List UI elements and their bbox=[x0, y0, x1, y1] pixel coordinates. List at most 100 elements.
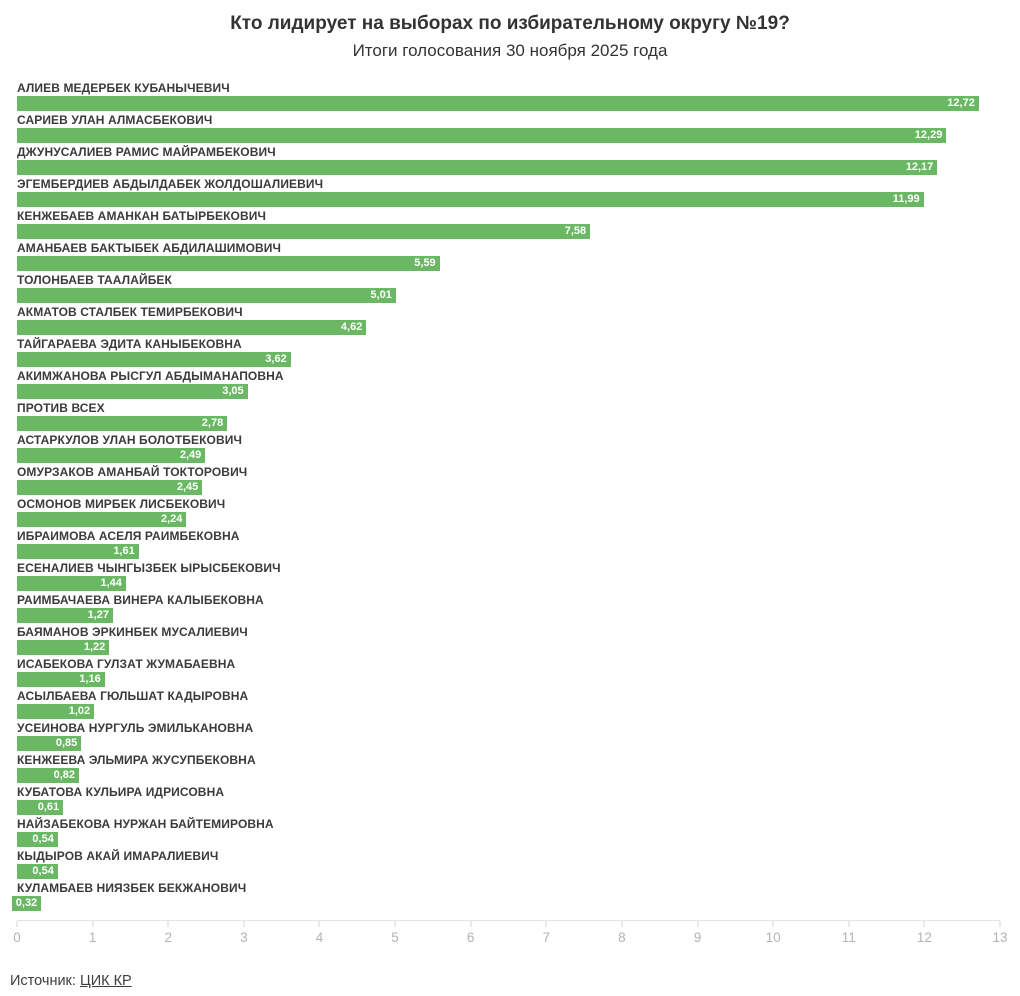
bar-track: 2,24 bbox=[17, 512, 1000, 527]
axis-tick-label: 3 bbox=[240, 930, 248, 945]
axis-tick bbox=[167, 921, 169, 927]
candidate-name-label: ИСАБЕКОВА ГУЛЗАТ ЖУМАБАЕВНА bbox=[17, 657, 236, 671]
bar-row: КУЛАМБАЕВ НИЯЗБЕК БЕКЖАНОВИЧ 0,32 bbox=[11, 881, 1000, 911]
bar-track: 7,58 bbox=[17, 224, 1000, 239]
bar-row: КЕНЖЕЕВА ЭЛЬМИРА ЖУСУПБЕКОВНА 0,82 bbox=[17, 754, 1000, 783]
bar-value-label: 2,24 bbox=[156, 512, 187, 527]
bar-track: 1,44 bbox=[17, 576, 1000, 591]
bar-track: 1,22 bbox=[17, 640, 1000, 655]
bar-value-label: 4,62 bbox=[336, 320, 367, 335]
bar[interactable]: 11,99 bbox=[17, 192, 924, 207]
bar-track: 4,62 bbox=[17, 320, 1000, 335]
source-label: Источник: bbox=[10, 973, 76, 989]
bar[interactable]: 0,32 bbox=[11, 896, 42, 911]
bar-track: 3,62 bbox=[17, 352, 1000, 367]
bar-track: 0,85 bbox=[17, 736, 1000, 751]
bar-value-label: 1,16 bbox=[75, 672, 105, 687]
candidate-name-label: ОМУРЗАКОВ АМАНБАЙ ТОКТОРОВИЧ bbox=[17, 465, 248, 479]
candidate-name-label: ЕСЕНАЛИЕВ ЧЫНГЫЗБЕК ЫРЫСБЕКОВИЧ bbox=[17, 561, 281, 575]
bar[interactable]: 0,61 bbox=[17, 800, 64, 815]
bar-value-label: 5,01 bbox=[366, 288, 396, 303]
bar[interactable]: 3,05 bbox=[17, 384, 248, 399]
bar-value-label: 3,05 bbox=[218, 384, 248, 399]
chart-title: Кто лидирует на выборах по избирательном… bbox=[230, 13, 790, 34]
bar[interactable]: 1,27 bbox=[17, 608, 114, 623]
candidate-name-label: АЛИЕВ МЕДЕРБЕК КУБАНЫЧЕВИЧ bbox=[17, 81, 230, 95]
bar-row: ОСМОНОВ МИРБЕК ЛИСБЕКОВИЧ 2,24 bbox=[17, 498, 1000, 527]
candidate-name-label: БАЯМАНОВ ЭРКИНБЕК МУСАЛИЕВИЧ bbox=[17, 625, 248, 639]
bar-value-label: 0,85 bbox=[51, 736, 82, 751]
bar[interactable]: 5,59 bbox=[17, 256, 440, 271]
axis-tick-label: 2 bbox=[164, 930, 172, 945]
chart-header: Кто лидирует на выборах по избирательном… bbox=[0, 0, 1020, 61]
bar-track: 0,32 bbox=[11, 896, 1000, 911]
bar-value-label: 0,61 bbox=[33, 800, 64, 815]
bar[interactable]: 2,24 bbox=[17, 512, 187, 527]
bar[interactable]: 12,29 bbox=[17, 128, 947, 143]
bar-row: АКИМЖАНОВА РЫСГУЛ АБДЫМАНАПОВНА 3,05 bbox=[17, 370, 1000, 399]
bar[interactable]: 1,44 bbox=[17, 576, 126, 591]
axis-tick bbox=[318, 921, 320, 927]
bar[interactable]: 12,72 bbox=[17, 96, 979, 111]
candidate-name-label: АКМАТОВ СТАЛБЕК ТЕМИРБЕКОВИЧ bbox=[17, 305, 243, 319]
candidate-name-label: ТОЛОНБАЕВ ТААЛАЙБЕК bbox=[17, 273, 172, 287]
bar-track: 12,29 bbox=[17, 128, 1000, 143]
source-line: Источник: ЦИК КР bbox=[0, 973, 1020, 989]
axis-tick-label: 13 bbox=[992, 930, 1008, 945]
candidate-name-label: АСТАРКУЛОВ УЛАН БОЛОТБЕКОВИЧ bbox=[17, 433, 243, 447]
bar[interactable]: 5,01 bbox=[17, 288, 396, 303]
bar-value-label: 12,17 bbox=[901, 160, 938, 175]
bar[interactable]: 1,61 bbox=[17, 544, 139, 559]
source-link[interactable]: ЦИК КР bbox=[79, 973, 132, 989]
bar[interactable]: 2,49 bbox=[17, 448, 206, 463]
chart-subtitle: Итоги голосования 30 ноября 2025 года bbox=[352, 41, 668, 60]
bar-track: 0,82 bbox=[17, 768, 1000, 783]
candidate-name-label: КЫДЫРОВ АКАЙ ИМАРАЛИЕВИЧ bbox=[17, 849, 219, 863]
bar[interactable]: 4,62 bbox=[17, 320, 367, 335]
axis-tick bbox=[92, 921, 94, 927]
bar-value-label: 1,27 bbox=[83, 608, 114, 623]
x-axis: 0 1 2 3 4 5 6 7 8 9 10 11 12 13 bbox=[13, 920, 1008, 948]
bar-row: РАИМБАЧАЕВА ВИНЕРА КАЛЫБЕКОВНА 1,27 bbox=[17, 594, 1000, 623]
bar[interactable]: 0,85 bbox=[17, 736, 82, 751]
bar-row: ОМУРЗАКОВ АМАНБАЙ ТОКТОРОВИЧ 2,45 bbox=[17, 466, 1000, 495]
candidate-name-label: АСЫЛБАЕВА ГЮЛЬШАТ КАДЫРОВНА bbox=[17, 689, 249, 703]
axis-tick-label: 8 bbox=[618, 930, 626, 945]
bar-row: ТАЙГАРАЕВА ЭДИТА КАНЫБЕКОВНА 3,62 bbox=[17, 338, 1000, 367]
bar[interactable]: 12,17 bbox=[17, 160, 938, 175]
bar-value-label: 0,82 bbox=[49, 768, 79, 783]
bar-row: БАЯМАНОВ ЭРКИНБЕК МУСАЛИЕВИЧ 1,22 bbox=[17, 626, 1000, 655]
bar-row: КЕНЖЕБАЕВ АМАНКАН БАТЫРБЕКОВИЧ 7,58 bbox=[17, 210, 1000, 239]
candidate-name-label: ОСМОНОВ МИРБЕК ЛИСБЕКОВИЧ bbox=[17, 497, 226, 511]
bar[interactable]: 0,82 bbox=[17, 768, 79, 783]
candidate-name-label: УСЕИНОВА НУРГУЛЬ ЭМИЛЬКАНОВНА bbox=[17, 721, 254, 735]
bar-value-label: 1,44 bbox=[96, 576, 126, 591]
bar-value-label: 0,54 bbox=[28, 864, 58, 879]
bar-track: 11,99 bbox=[17, 192, 1000, 207]
bar[interactable]: 1,02 bbox=[17, 704, 95, 719]
bar[interactable]: 2,45 bbox=[17, 480, 203, 495]
candidate-name-label: АКИМЖАНОВА РЫСГУЛ АБДЫМАНАПОВНА bbox=[17, 369, 284, 383]
bar[interactable]: 0,54 bbox=[17, 864, 58, 879]
bar[interactable]: 2,78 bbox=[17, 416, 228, 431]
axis-tick bbox=[621, 921, 623, 927]
candidate-name-label: КУЛАМБАЕВ НИЯЗБЕК БЕКЖАНОВИЧ bbox=[17, 881, 247, 895]
bar[interactable]: 1,16 bbox=[17, 672, 105, 687]
axis-tick bbox=[772, 921, 774, 927]
candidate-name-label: ПРОТИВ ВСЕХ bbox=[17, 401, 105, 415]
bar-row: ДЖУНУСАЛИЕВ РАМИС МАЙРАМБЕКОВИЧ 12,17 bbox=[17, 146, 1000, 175]
bar[interactable]: 7,58 bbox=[17, 224, 591, 239]
bar[interactable]: 0,54 bbox=[17, 832, 58, 847]
bar-track: 2,45 bbox=[17, 480, 1000, 495]
bar-row: ИСАБЕКОВА ГУЛЗАТ ЖУМАБАЕВНА 1,16 bbox=[17, 658, 1000, 687]
bar-row: ПРОТИВ ВСЕХ 2,78 bbox=[17, 402, 1000, 431]
bar[interactable]: 1,22 bbox=[17, 640, 110, 655]
bar-row: НАЙЗАБЕКОВА НУРЖАН БАЙТЕМИРОВНА 0,54 bbox=[17, 818, 1000, 847]
bar-track: 0,54 bbox=[17, 864, 1000, 879]
bar-value-label: 2,45 bbox=[172, 480, 203, 495]
bar-row: КУБАТОВА КУЛЬИРА ИДРИСОВНА 0,61 bbox=[17, 786, 1000, 815]
axis-tick bbox=[848, 921, 850, 927]
bar[interactable]: 3,62 bbox=[17, 352, 291, 367]
bar-track: 2,78 bbox=[17, 416, 1000, 431]
